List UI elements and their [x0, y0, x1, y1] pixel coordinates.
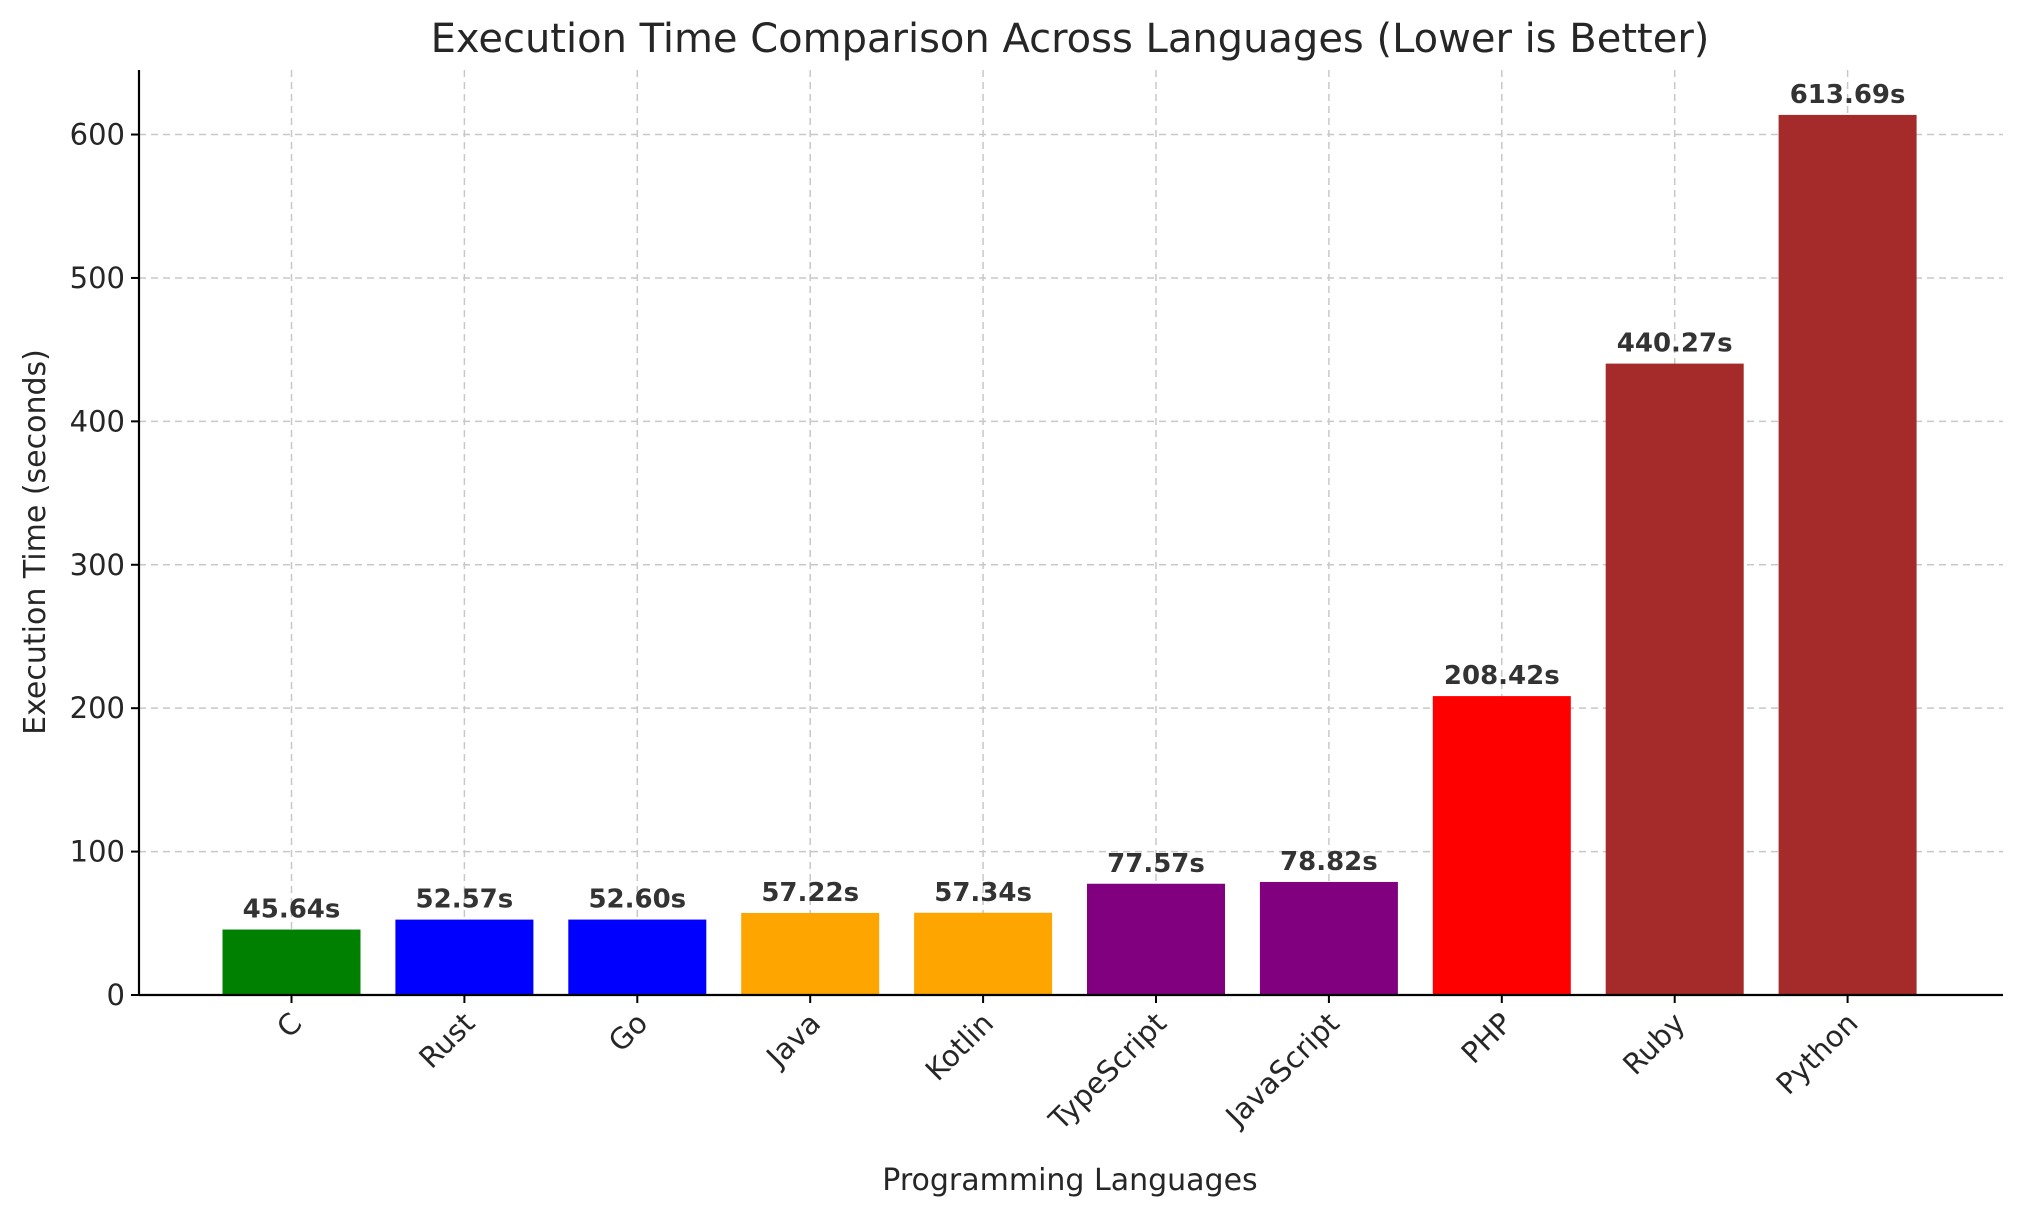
x-tick-label: Rust	[412, 1006, 481, 1075]
x-tick-label: Kotlin	[919, 1006, 1000, 1087]
bar-typescript	[1087, 883, 1225, 995]
y-tick-label: 200	[70, 691, 125, 725]
y-tick-label: 100	[70, 835, 125, 869]
bar-php	[1432, 696, 1571, 995]
value-label: 57.22s	[761, 878, 859, 908]
value-label: 52.60s	[588, 885, 686, 915]
x-tick-label: Go	[602, 1006, 654, 1058]
x-axis-label: Programming Languages	[882, 1163, 1257, 1198]
bar-kotlin	[914, 912, 1053, 995]
x-tick-label: JavaScript	[1218, 1006, 1346, 1134]
bar-go	[568, 919, 707, 995]
value-label: 52.57s	[416, 885, 514, 915]
bar-javascript	[1259, 881, 1398, 995]
value-label: 77.57s	[1107, 849, 1205, 879]
x-tick-label: PHP	[1455, 1006, 1519, 1070]
x-tick-label: Ruby	[1616, 1006, 1692, 1082]
bar-ruby	[1605, 363, 1744, 995]
bar-rust	[395, 919, 534, 995]
y-tick-label: 500	[70, 261, 125, 295]
bar-c	[222, 929, 361, 995]
bar-python	[1778, 114, 1917, 996]
x-tick-label: Java	[758, 1006, 827, 1075]
axes	[131, 70, 2003, 1003]
y-tick-label: 0	[107, 978, 125, 1012]
value-label: 78.82s	[1280, 847, 1378, 877]
x-tick-label: Python	[1769, 1006, 1864, 1101]
bars	[222, 114, 1917, 996]
x-tick-label: TypeScript	[1042, 1006, 1173, 1137]
value-label: 440.27s	[1617, 329, 1733, 359]
value-label: 613.69s	[1790, 80, 1906, 110]
y-axis-label: Execution Time (seconds)	[18, 349, 53, 735]
bar-java	[741, 912, 880, 995]
y-tick-label: 400	[70, 404, 125, 438]
value-label: 57.34s	[934, 878, 1032, 908]
y-tick-label: 600	[70, 118, 125, 152]
y-tick-label: 300	[70, 548, 125, 582]
chart-title: Execution Time Comparison Across Languag…	[431, 16, 1710, 62]
value-label: 45.64s	[243, 895, 341, 925]
x-tick-label: C	[270, 1006, 308, 1044]
value-label: 208.42s	[1444, 661, 1560, 691]
